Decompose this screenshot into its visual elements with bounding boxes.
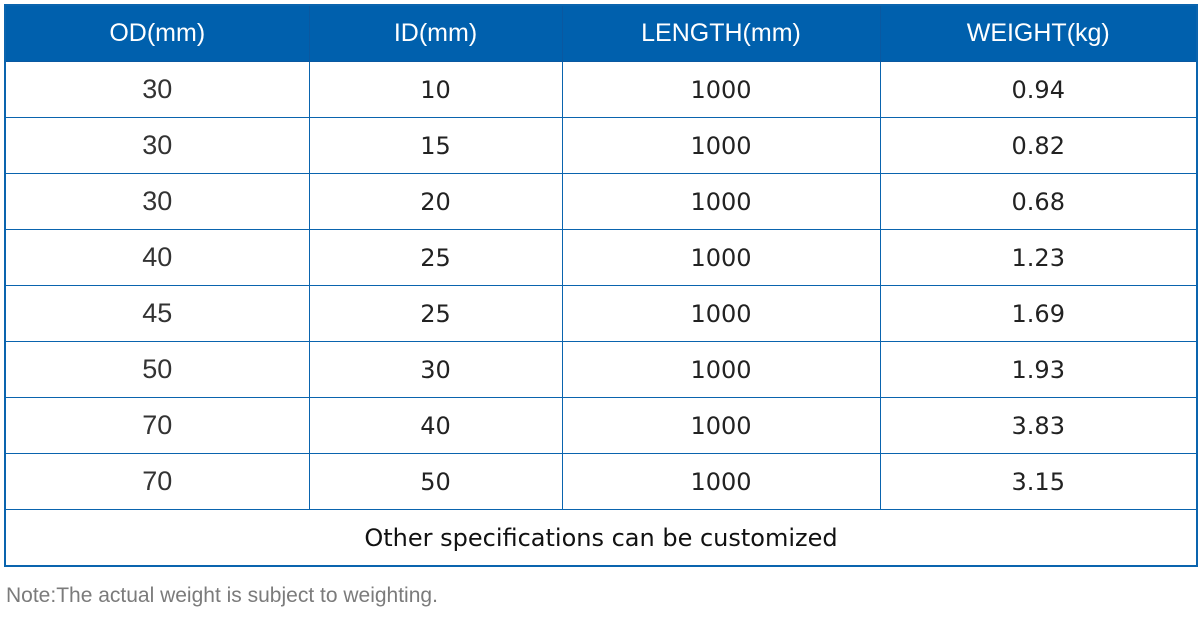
header-row: OD(mm) ID(mm) LENGTH(mm) WEIGHT(kg) bbox=[4, 4, 1198, 62]
cell-length: 1000 bbox=[561, 61, 881, 118]
cell-od: 30 bbox=[4, 173, 310, 230]
cell-length: 1000 bbox=[561, 397, 881, 454]
cell-length: 1000 bbox=[561, 341, 881, 398]
cell-od: 30 bbox=[4, 117, 310, 174]
table-row: 50 30 1000 1.93 bbox=[4, 341, 1198, 398]
cell-od: 30 bbox=[4, 61, 310, 118]
cell-weight: 1.23 bbox=[879, 229, 1198, 286]
spec-table: OD(mm) ID(mm) LENGTH(mm) WEIGHT(kg) 30 10… bbox=[4, 4, 1198, 567]
cell-length: 1000 bbox=[561, 453, 881, 510]
header-id: ID(mm) bbox=[308, 4, 563, 62]
cell-id: 25 bbox=[308, 285, 563, 342]
table-row: 70 40 1000 3.83 bbox=[4, 397, 1198, 454]
cell-id: 30 bbox=[308, 341, 563, 398]
cell-weight: 1.93 bbox=[879, 341, 1198, 398]
cell-id: 15 bbox=[308, 117, 563, 174]
table-row: 40 25 1000 1.23 bbox=[4, 229, 1198, 286]
cell-od: 70 bbox=[4, 453, 310, 510]
cell-weight: 3.15 bbox=[879, 453, 1198, 510]
cell-od: 45 bbox=[4, 285, 310, 342]
cell-od: 50 bbox=[4, 341, 310, 398]
cell-weight: 3.83 bbox=[879, 397, 1198, 454]
cell-length: 1000 bbox=[561, 117, 881, 174]
footer-note: Other specifications can be customized bbox=[4, 509, 1198, 567]
table-row: 45 25 1000 1.69 bbox=[4, 285, 1198, 342]
table-row: 70 50 1000 3.15 bbox=[4, 453, 1198, 510]
cell-od: 70 bbox=[4, 397, 310, 454]
header-length: LENGTH(mm) bbox=[561, 4, 881, 62]
cell-id: 25 bbox=[308, 229, 563, 286]
weight-note: Note:The actual weight is subject to wei… bbox=[6, 584, 438, 607]
table-row: 30 10 1000 0.94 bbox=[4, 61, 1198, 118]
footer-row: Other specifications can be customized bbox=[4, 509, 1198, 567]
cell-id: 10 bbox=[308, 61, 563, 118]
cell-length: 1000 bbox=[561, 285, 881, 342]
cell-id: 20 bbox=[308, 173, 563, 230]
cell-weight: 0.82 bbox=[879, 117, 1198, 174]
cell-length: 1000 bbox=[561, 173, 881, 230]
cell-weight: 1.69 bbox=[879, 285, 1198, 342]
cell-weight: 0.68 bbox=[879, 173, 1198, 230]
cell-weight: 0.94 bbox=[879, 61, 1198, 118]
cell-length: 1000 bbox=[561, 229, 881, 286]
cell-id: 40 bbox=[308, 397, 563, 454]
cell-id: 50 bbox=[308, 453, 563, 510]
cell-od: 40 bbox=[4, 229, 310, 286]
table-row: 30 15 1000 0.82 bbox=[4, 117, 1198, 174]
header-weight: WEIGHT(kg) bbox=[879, 4, 1198, 62]
header-od: OD(mm) bbox=[4, 4, 310, 62]
table-row: 30 20 1000 0.68 bbox=[4, 173, 1198, 230]
